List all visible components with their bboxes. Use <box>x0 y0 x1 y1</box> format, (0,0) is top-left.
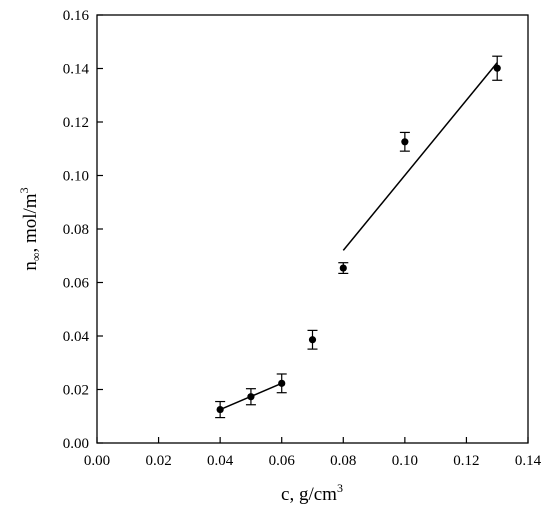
data-point-group <box>399 131 410 152</box>
y-axis-title: n∞, mol/m3 <box>17 187 43 270</box>
x-tick-label: 0.14 <box>515 453 542 469</box>
fit-line <box>342 62 498 251</box>
y-tick-label: 0.14 <box>63 62 90 78</box>
data-point <box>493 64 501 72</box>
y-tick-label: 0.08 <box>63 222 89 238</box>
y-tick-label: 0.00 <box>63 436 89 452</box>
y-tick-label: 0.16 <box>63 8 90 24</box>
data-point-group <box>276 373 287 394</box>
data-point <box>308 336 317 344</box>
data-point <box>247 393 255 401</box>
data-point <box>339 264 347 272</box>
y-tick-label: 0.04 <box>63 329 90 345</box>
y-tick-label: 0.06 <box>63 276 90 292</box>
data-point-group <box>215 400 226 419</box>
fit-lines <box>219 62 498 411</box>
data-point <box>278 379 286 387</box>
x-axis-ticks: 0.00 0.02 0.04 0.06 0.08 0.10 0.12 0.14 <box>84 437 542 469</box>
y-tick-label: 0.10 <box>63 169 89 185</box>
plot-frame <box>96 14 529 444</box>
x-tick-label: 0.08 <box>330 453 356 469</box>
y-tick-label: 0.12 <box>63 115 89 131</box>
y-axis-ticks: 0.00 0.02 0.04 0.06 0.08 0.10 0.12 0.14 0.16 <box>63 8 103 452</box>
data-points <box>215 55 503 419</box>
data-point-group <box>338 262 349 275</box>
x-tick-label: 0.12 <box>453 453 479 469</box>
x-axis-title: c, g/cm3 <box>281 481 343 505</box>
y-tick-label: 0.02 <box>63 383 89 399</box>
x-tick-label: 0.06 <box>269 453 296 469</box>
data-point <box>401 138 409 146</box>
x-tick-label: 0.02 <box>145 453 171 469</box>
x-tick-label: 0.00 <box>84 453 110 469</box>
x-tick-label: 0.04 <box>207 453 234 469</box>
data-point-group <box>492 55 503 81</box>
data-point-group <box>307 329 318 350</box>
data-point <box>216 405 224 414</box>
data-point-group <box>245 388 256 406</box>
x-tick-label: 0.10 <box>392 453 418 469</box>
